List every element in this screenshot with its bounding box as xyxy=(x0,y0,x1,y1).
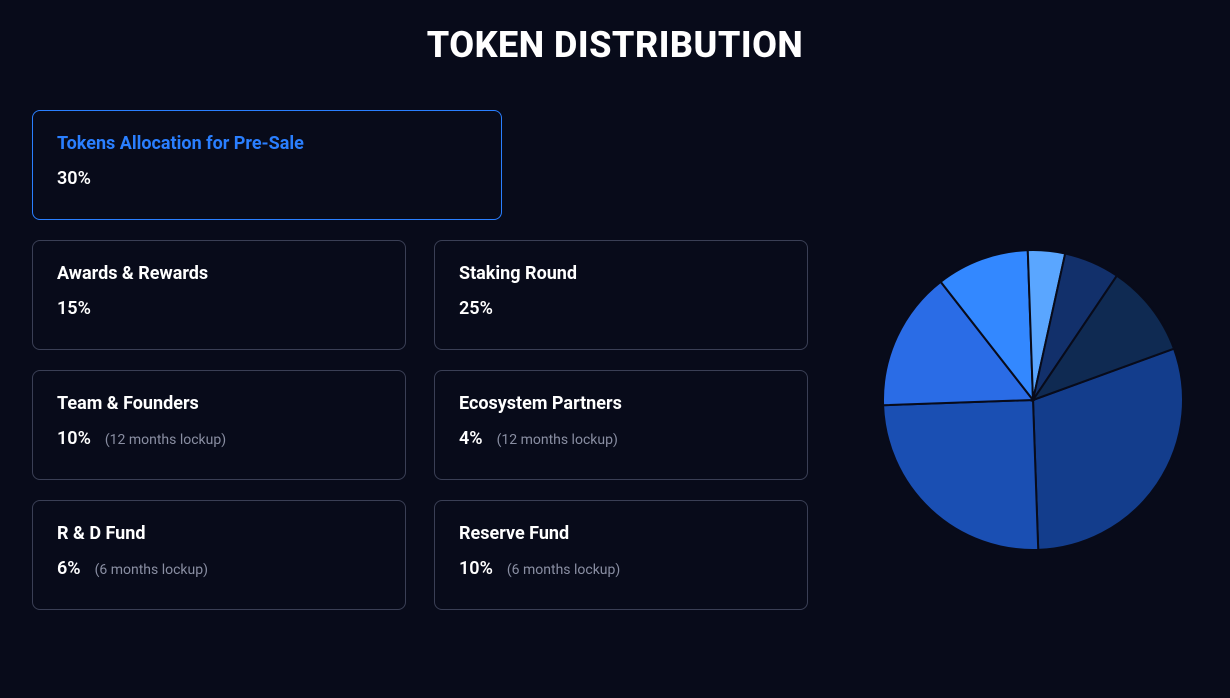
card-team-title: Team & Founders xyxy=(57,393,381,414)
card-awards-pct: 15% xyxy=(57,298,91,319)
card-presale-title: Tokens Allocation for Pre-Sale xyxy=(57,133,477,154)
card-staking-pct: 25% xyxy=(459,298,493,319)
card-eco-note: (12 months lockup) xyxy=(497,432,618,448)
card-eco-title: Ecosystem Partners xyxy=(459,393,783,414)
card-reserve-pct: 10% xyxy=(459,558,493,579)
card-awards[interactable]: Awards & Rewards 15% xyxy=(32,240,406,350)
page-title: TOKEN DISTRIBUTION xyxy=(0,0,1230,110)
card-rnd-note: (6 months lockup) xyxy=(95,562,208,578)
card-staking-title: Staking Round xyxy=(459,263,783,284)
card-awards-title: Awards & Rewards xyxy=(57,263,381,284)
content: Tokens Allocation for Pre-Sale 30% Award… xyxy=(0,110,1230,630)
card-staking[interactable]: Staking Round 25% xyxy=(434,240,808,350)
card-rnd[interactable]: R & D Fund 6% (6 months lockup) xyxy=(32,500,406,610)
card-rnd-pct: 6% xyxy=(57,558,81,579)
pie-chart-container xyxy=(868,110,1198,630)
card-eco[interactable]: Ecosystem Partners 4% (12 months lockup) xyxy=(434,370,808,480)
pie-slice[interactable] xyxy=(883,400,1038,550)
card-reserve-note: (6 months lockup) xyxy=(507,562,620,578)
cards-grid: Tokens Allocation for Pre-Sale 30% Award… xyxy=(32,110,808,630)
card-rnd-title: R & D Fund xyxy=(57,523,381,544)
card-reserve-title: Reserve Fund xyxy=(459,523,783,544)
card-presale[interactable]: Tokens Allocation for Pre-Sale 30% xyxy=(32,110,502,220)
pie-chart xyxy=(883,250,1183,550)
card-eco-pct: 4% xyxy=(459,428,483,449)
card-presale-pct: 30% xyxy=(57,168,91,189)
card-reserve[interactable]: Reserve Fund 10% (6 months lockup) xyxy=(434,500,808,610)
card-team-note: (12 months lockup) xyxy=(105,432,226,448)
card-team[interactable]: Team & Founders 10% (12 months lockup) xyxy=(32,370,406,480)
card-team-pct: 10% xyxy=(57,428,91,449)
